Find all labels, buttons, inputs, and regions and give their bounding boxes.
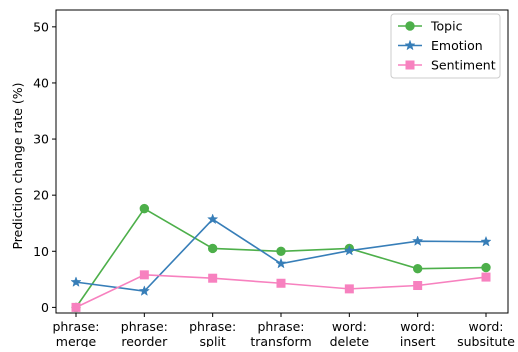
y-tick-label: 10	[33, 244, 49, 259]
y-tick-label: 50	[33, 19, 49, 34]
x-tick-label: phrase:	[121, 319, 168, 334]
legend-marker-emotion	[404, 39, 416, 51]
data-point-sentiment	[139, 270, 149, 280]
plot-frame	[55, 9, 509, 314]
legend-marker-topic	[405, 21, 415, 31]
x-tick-label: phrase:	[52, 319, 99, 334]
y-tick-label: 0	[41, 300, 49, 315]
data-point-sentiment	[276, 278, 286, 288]
x-tick-label: insert	[400, 334, 436, 347]
x-tick-label: word:	[332, 319, 367, 334]
y-tick-label: 20	[33, 188, 49, 203]
y-tick-label: 30	[33, 132, 49, 147]
x-tick-label: phrase:	[189, 319, 236, 334]
data-point-sentiment	[344, 284, 354, 294]
data-point-emotion	[412, 235, 424, 246]
data-point-emotion	[207, 213, 219, 225]
x-tick-label: transform	[250, 334, 311, 347]
x-tick-label: delete	[330, 334, 370, 347]
data-point-topic	[207, 243, 218, 254]
data-point-topic	[481, 262, 491, 273]
data-point-sentiment	[481, 272, 491, 282]
data-point-topic	[276, 246, 286, 256]
x-tick-label: merge	[56, 334, 97, 347]
legend-box	[390, 13, 501, 79]
x-tick-label: word:	[469, 319, 504, 334]
x-tick-label: split	[200, 334, 226, 347]
y-tick-label: 40	[33, 75, 49, 90]
data-point-sentiment	[413, 281, 423, 291]
x-tick-label: word:	[400, 319, 435, 334]
legend: Topic Emotion Sentiment	[390, 13, 501, 79]
data-point-emotion	[70, 276, 82, 287]
legend-label-sentiment: Sentiment	[431, 58, 496, 73]
data-point-sentiment	[208, 273, 218, 283]
data-point-topic	[139, 203, 150, 214]
x-tick-label: phrase:	[257, 319, 304, 334]
y-axis-label: Prediction change rate (%)	[10, 82, 25, 249]
data-point-emotion	[480, 235, 492, 247]
x-tick-label: subsitute	[457, 334, 515, 347]
legend-label-topic: Topic	[430, 19, 463, 34]
data-point-emotion	[138, 285, 150, 296]
data-point-emotion	[275, 257, 287, 269]
legend-label-emotion: Emotion	[431, 38, 483, 53]
legend-marker-sentiment	[405, 60, 415, 70]
data-point-emotion	[343, 244, 355, 256]
data-point-topic	[412, 263, 423, 274]
x-tick-label: reorder	[121, 334, 168, 347]
data-point-sentiment	[71, 302, 81, 312]
